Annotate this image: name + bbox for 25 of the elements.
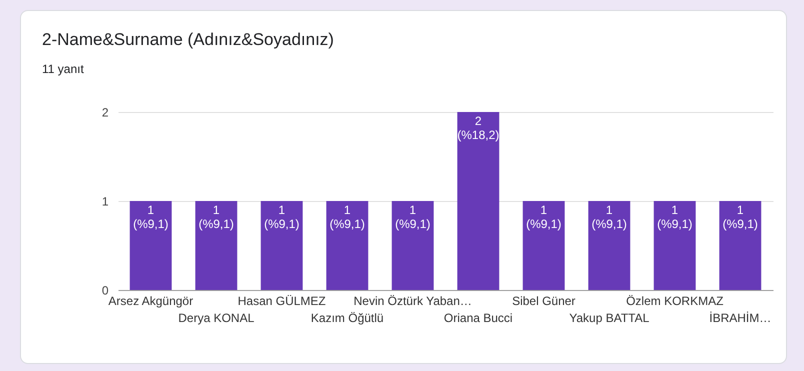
x-tick-label: Nevin Öztürk Yaban… [354, 294, 472, 308]
data-label: 1 (%9,1) [657, 203, 692, 231]
data-label: 1 (%9,1) [722, 203, 758, 231]
data-label: 1 (%9,1) [592, 203, 627, 231]
data-label: 1 (%9,1) [133, 203, 168, 231]
y-tick-label: 1 [102, 194, 109, 208]
data-label: 2 (%18,2) [457, 114, 500, 142]
x-tick-label: Hasan GÜLMEZ [238, 294, 326, 308]
x-tick-label: Arsez Akgüngör [108, 294, 194, 308]
x-tick-label: Yakup BATTAL [569, 311, 650, 325]
x-tick-label: Oriana Bucci [444, 311, 513, 325]
data-label: 1 (%9,1) [395, 203, 430, 231]
y-tick-label: 2 [102, 106, 109, 120]
data-label: 1 (%9,1) [264, 203, 300, 231]
chart-title: 2-Name&Surname (Adınız&Soyadınız) [42, 30, 334, 50]
x-tick-label: Derya KONAL [178, 311, 255, 325]
data-label: 1 (%9,1) [330, 203, 365, 231]
x-tick-label: Özlem KORKMAZ [626, 294, 724, 308]
data-label: 1 (%9,1) [526, 203, 562, 231]
y-tick-label: 0 [102, 284, 109, 298]
x-tick-label: Sibel Güner [512, 294, 576, 308]
x-tick-label: Kazım Öğütlü [310, 311, 384, 325]
x-tick-label: İBRAHİM… [709, 311, 772, 325]
chart-subtitle: 11 yanıt [42, 62, 84, 76]
data-label: 1 (%9,1) [198, 203, 234, 231]
